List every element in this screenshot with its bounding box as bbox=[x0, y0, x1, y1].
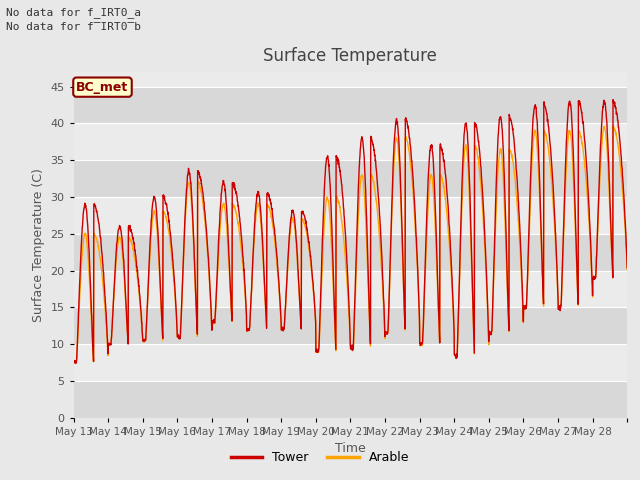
Bar bbox=[74, 87, 627, 123]
Y-axis label: Surface Temperature (C): Surface Temperature (C) bbox=[32, 168, 45, 322]
Tower bbox=[616, 137, 623, 143]
Arable bbox=[384, 330, 392, 336]
Text: No data for f̅IRT0̅b: No data for f̅IRT0̅b bbox=[6, 22, 141, 32]
Tower bbox=[623, 265, 631, 271]
Bar bbox=[74, 160, 627, 197]
Arable bbox=[548, 191, 556, 196]
Bar bbox=[74, 234, 627, 271]
Arable bbox=[517, 268, 525, 274]
Arable bbox=[125, 235, 133, 241]
Arable bbox=[610, 123, 618, 129]
Arable bbox=[71, 360, 79, 366]
Bar bbox=[74, 344, 627, 381]
Tower bbox=[72, 360, 79, 366]
Tower bbox=[70, 359, 77, 365]
Arable bbox=[616, 157, 623, 163]
X-axis label: Time: Time bbox=[335, 442, 366, 455]
Tower bbox=[609, 97, 617, 103]
Text: No data for f_IRT0_a: No data for f_IRT0_a bbox=[6, 7, 141, 18]
Bar bbox=[74, 307, 627, 344]
Tower bbox=[517, 256, 525, 262]
Bar bbox=[74, 123, 627, 160]
Bar bbox=[74, 197, 627, 234]
Text: BC_met: BC_met bbox=[76, 81, 129, 94]
Tower bbox=[548, 172, 556, 178]
Arable bbox=[244, 326, 252, 332]
Line: Tower: Tower bbox=[74, 100, 627, 363]
Legend: Tower, Arable: Tower, Arable bbox=[226, 446, 414, 469]
Title: Surface Temperature: Surface Temperature bbox=[264, 47, 437, 65]
Bar bbox=[74, 271, 627, 307]
Tower bbox=[384, 330, 392, 336]
Bar bbox=[74, 381, 627, 418]
Tower bbox=[125, 224, 133, 229]
Tower bbox=[244, 327, 252, 333]
Line: Arable: Arable bbox=[74, 126, 627, 363]
Arable bbox=[623, 266, 631, 272]
Arable bbox=[70, 358, 77, 364]
